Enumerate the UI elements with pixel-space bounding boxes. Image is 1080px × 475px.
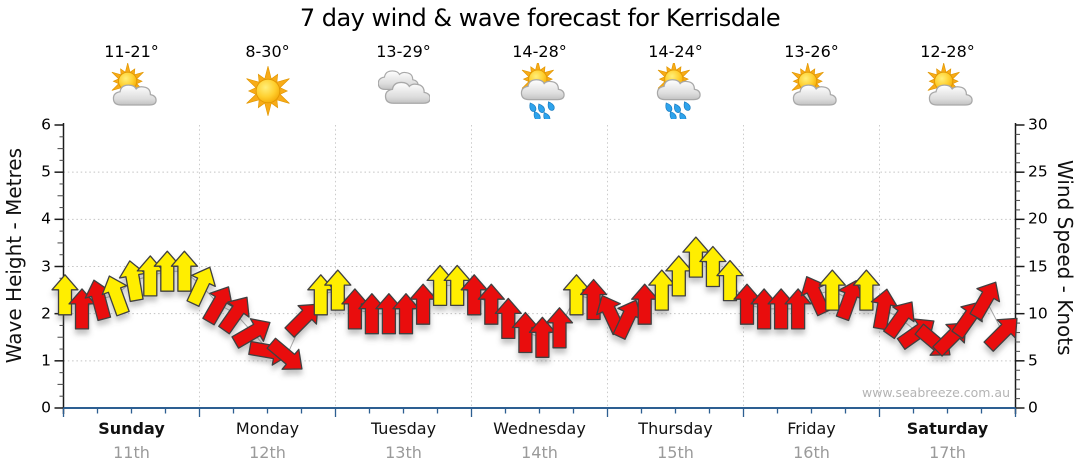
left-axis-tick-label: 5 [41, 162, 51, 181]
cloud-shape [928, 84, 973, 106]
wind-arrow [202, 286, 233, 326]
wind-arrow [818, 269, 846, 311]
weather-sun-cloud-icon [922, 63, 974, 119]
wind-arrow [784, 288, 812, 330]
day-name-label: Thursday [638, 419, 713, 438]
day-name-label: Saturday [906, 419, 989, 438]
day-temp-range: 14-28° [512, 42, 567, 61]
day-date-label: 16th [793, 443, 830, 462]
left-axis-tick-label: 0 [41, 398, 51, 417]
wind-arrow [324, 269, 352, 311]
weather-sun-icon [242, 63, 294, 119]
day-temp-range: 12-28° [920, 42, 975, 61]
cloud-shape [520, 79, 565, 101]
wind-arrow [699, 245, 727, 288]
chart-title: 7 day wind & wave forecast for Kerrisdal… [299, 4, 781, 32]
wind-arrow [101, 275, 130, 317]
rain-drop [673, 103, 681, 113]
wind-arrow [51, 274, 79, 316]
sun-disc [255, 78, 280, 104]
day-date-label: 15th [657, 443, 694, 462]
left-axis-tick-label: 6 [41, 115, 51, 134]
right-axis-tick-label: 10 [1028, 303, 1048, 322]
rain-drop [542, 112, 550, 119]
day-temp-range: 14-24° [648, 42, 703, 61]
watermark: www.seabreeze.com.au [861, 385, 1010, 400]
right-axis-title: Wind Speed - Knots [1053, 160, 1077, 356]
right-axis-tick-label: 5 [1028, 351, 1038, 370]
wind-arrow [170, 250, 199, 292]
weather-sun-cloud-icon [106, 63, 158, 119]
wind-arrow [716, 259, 744, 302]
wind-arrow [477, 283, 505, 325]
day-temp-range: 11-21° [104, 42, 159, 61]
left-axis-tick-label: 4 [41, 209, 51, 228]
right-axis-tick-label: 0 [1028, 398, 1038, 417]
rain-drop [683, 101, 691, 111]
rain-drop [669, 111, 677, 119]
left-axis-tick-label: 3 [41, 256, 51, 275]
wind-arrow [266, 337, 303, 370]
wind-arrow [231, 318, 271, 349]
right-axis-tick-label: 20 [1028, 209, 1048, 228]
wind-arrow [969, 281, 1001, 321]
right-axis-tick-label: 30 [1028, 115, 1048, 134]
left-axis-tick-label: 2 [41, 303, 51, 322]
wind-arrow [665, 255, 693, 297]
wind-arrow [494, 297, 522, 340]
wind-arrow [648, 269, 676, 311]
cloud-shape [384, 81, 430, 104]
wind-arrow [983, 317, 1018, 352]
wind-arrow [284, 303, 319, 338]
rain-drop [537, 103, 545, 113]
day-date-label: 11th [113, 443, 150, 462]
rain-drop [678, 112, 686, 119]
weather-sun-cloud-icon [786, 63, 838, 119]
wind-arrow [186, 266, 216, 307]
day-name-label: Sunday [98, 419, 165, 438]
day-name-label: Friday [787, 419, 836, 438]
wind-arrow [883, 301, 915, 340]
wind-arrow-series [51, 236, 1018, 370]
day-name-label: Monday [235, 419, 300, 438]
day-temp-range: 8-30° [245, 42, 290, 61]
rain-drop [533, 111, 541, 119]
day-date-label: 17th [929, 443, 966, 462]
right-axis-tick-label: 15 [1028, 256, 1048, 275]
day-date-label: 14th [521, 443, 558, 462]
cloud-shape [792, 84, 837, 106]
weather-sun-cloud-rain-icon [514, 63, 566, 119]
day-name-label: Tuesday [370, 419, 437, 438]
day-name-label: Wednesday [493, 419, 586, 438]
wind-arrow [218, 296, 250, 335]
wind-arrow [545, 307, 574, 349]
cloud-shape [656, 79, 701, 101]
day-date-label: 13th [385, 443, 422, 462]
weather-sun-cloud-rain-icon [650, 63, 702, 119]
left-axis-tick-label: 1 [41, 351, 51, 370]
day-temp-range: 13-29° [376, 42, 431, 61]
weather-clouds-icon [377, 63, 430, 119]
rain-drop [547, 101, 555, 111]
day-date-label: 12th [249, 443, 286, 462]
day-temp-range: 13-26° [784, 42, 839, 61]
right-axis-tick-label: 25 [1028, 162, 1048, 181]
cloud-shape [112, 84, 157, 106]
